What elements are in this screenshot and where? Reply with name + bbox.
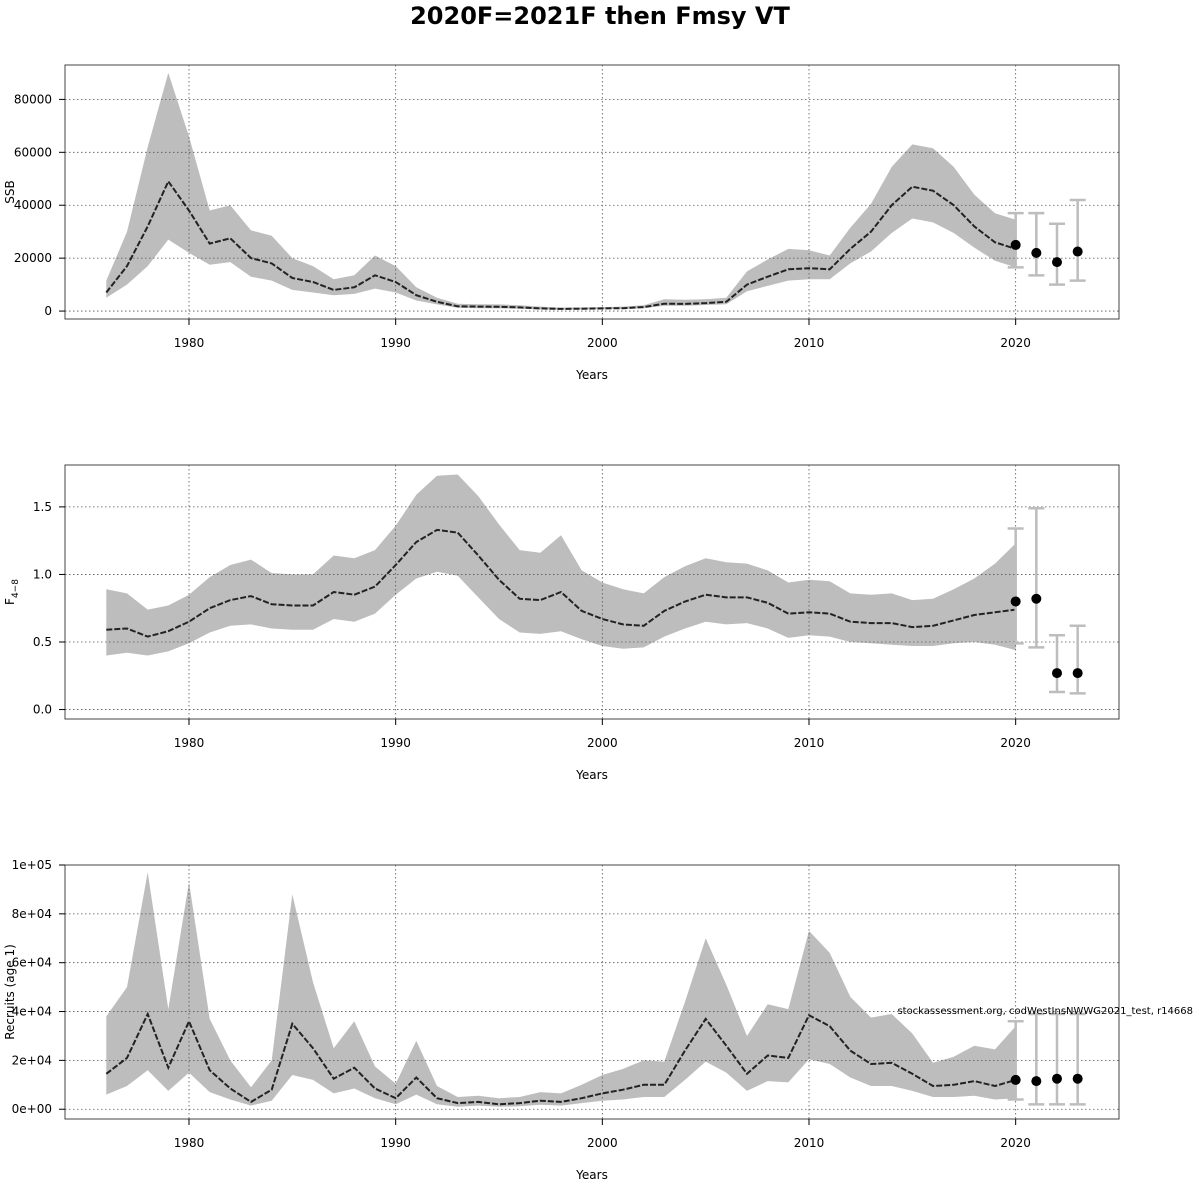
y-tick-label: 80000 — [14, 92, 52, 106]
estimate-line — [106, 528, 1016, 638]
projection-errorbar — [1049, 633, 1065, 694]
projection-point — [1052, 668, 1062, 679]
projection-point — [1031, 1076, 1042, 1087]
x-tick-label: 1980 — [174, 736, 205, 750]
plot-frame — [64, 864, 1120, 1120]
projection-point — [1010, 1074, 1021, 1085]
fishing-mortality-panel: 1980 1990 2000 2010 2020 0.0 0.5 1.0 1.5 Years F4−… — [3, 464, 1120, 782]
credit-text: stockassessment.org, codWestInsNWWG2021_… — [897, 1006, 1193, 1017]
y-tick-label: 1e+05 — [12, 858, 52, 872]
y-tick-label: 60000 — [14, 145, 52, 159]
y-axis-label-subscript: 4−8 — [11, 579, 21, 598]
projection-point — [1031, 593, 1042, 604]
projection-point — [1072, 668, 1083, 679]
x-tick-label: 1990 — [380, 736, 411, 750]
projection-point — [1052, 257, 1062, 268]
y-tick-label: 4e+04 — [12, 1005, 52, 1019]
projection-errorbar — [1069, 198, 1086, 282]
confidence-band — [106, 474, 1016, 656]
y-axis-label: SSB — [3, 180, 17, 203]
y-tick-label: 0.0 — [33, 703, 52, 717]
y-axis-label: F4−8 — [3, 579, 21, 605]
projection-point — [1010, 239, 1021, 250]
estimate-line — [105, 1011, 1016, 1106]
y-axis-label-main: F — [3, 598, 17, 605]
y-tick-label: 8e+04 — [12, 907, 52, 921]
recruits-panel: 1980 1990 2000 2010 2020 0e+00 2e+04 4e+04 6e+04… — [3, 858, 1120, 1182]
x-tick-label: 2020 — [1000, 736, 1031, 750]
x-tick-label: 2000 — [587, 336, 618, 350]
x-tick-label: 2010 — [794, 1136, 825, 1150]
x-axis-label: Years — [575, 1168, 608, 1182]
y-tick-label: 40000 — [14, 198, 52, 212]
projection-errorbar — [1069, 624, 1086, 695]
projection-errorbar — [1069, 1012, 1086, 1106]
projection-errorbar — [1007, 1020, 1024, 1101]
x-tick-label: 1980 — [174, 1136, 205, 1150]
y-tick-label: 6e+04 — [12, 956, 52, 970]
y-tick-label: 20000 — [14, 251, 52, 265]
x-tick-label: 2020 — [1000, 1136, 1031, 1150]
x-tick-label: 2000 — [587, 1136, 618, 1150]
x-tick-label: 2010 — [794, 736, 825, 750]
x-tick-label: 1990 — [380, 1136, 411, 1150]
x-tick-label: 2020 — [1000, 336, 1031, 350]
y-tick-label: 2e+04 — [12, 1053, 52, 1067]
x-tick-label: 2010 — [794, 336, 825, 350]
projection-errorbar — [1007, 527, 1024, 645]
estimate-line — [105, 179, 1017, 310]
projection-errorbar — [1028, 506, 1045, 649]
y-tick-label: 1.0 — [33, 567, 52, 581]
y-tick-label: 0 — [44, 304, 52, 318]
projection-point — [1072, 1073, 1083, 1084]
x-axis-label: Years — [575, 768, 608, 782]
projection-point — [1072, 246, 1083, 257]
projection-point — [1052, 1073, 1062, 1084]
y-tick-label: 1.5 — [33, 500, 52, 514]
y-tick-label: 0.5 — [33, 635, 52, 649]
confidence-band — [106, 72, 1016, 310]
ssb-panel: 1980 1990 2000 2010 2020 0 20000 40000 60000 8000… — [3, 64, 1120, 382]
projection-point — [1010, 596, 1021, 607]
x-tick-label: 1980 — [174, 336, 205, 350]
projection-point — [1031, 247, 1042, 258]
x-axis-label: Years — [575, 368, 608, 382]
projection-errorbar — [1049, 222, 1065, 286]
chart-title: 2020F=2021F then Fmsy VT — [410, 2, 790, 30]
plot-frame — [64, 464, 1120, 720]
y-axis-label: Recruits (age 1) — [3, 944, 17, 1040]
x-tick-label: 2000 — [587, 736, 618, 750]
confidence-band — [106, 872, 1016, 1107]
x-tick-label: 1990 — [380, 336, 411, 350]
projection-errorbar — [1049, 1012, 1065, 1106]
projection-errorbar — [1028, 1012, 1045, 1106]
projection-errorbar — [1028, 211, 1045, 277]
plot-frame — [64, 64, 1120, 320]
y-tick-label: 0e+00 — [12, 1102, 52, 1116]
